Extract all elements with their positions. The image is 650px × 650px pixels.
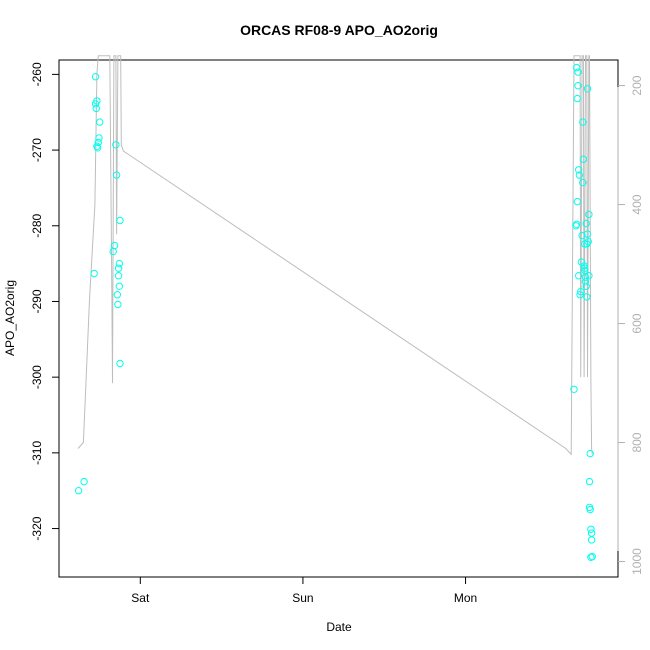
data-point bbox=[579, 178, 587, 187]
y-tick-label: -310 bbox=[30, 441, 44, 465]
data-point bbox=[575, 272, 583, 280]
data-point bbox=[577, 287, 585, 296]
data-point bbox=[93, 97, 101, 105]
series-layer bbox=[74, 55, 596, 561]
data-point bbox=[582, 219, 590, 228]
data-point bbox=[93, 144, 102, 152]
y-tick-label: -290 bbox=[30, 289, 44, 313]
data-point bbox=[110, 241, 119, 250]
data-point bbox=[588, 552, 596, 561]
y2-tick-label: 1000 bbox=[630, 548, 644, 575]
x-tick-label: Sat bbox=[131, 591, 150, 605]
data-point bbox=[584, 238, 592, 246]
data-point bbox=[91, 73, 100, 81]
y-tick-label: -320 bbox=[30, 516, 44, 540]
plot-area bbox=[58, 59, 619, 578]
data-point bbox=[581, 278, 590, 286]
y-axis-label: APO_AO2orig bbox=[3, 280, 17, 356]
data-point bbox=[116, 216, 124, 225]
data-point bbox=[582, 282, 590, 290]
data-point bbox=[112, 171, 121, 179]
data-point bbox=[583, 293, 591, 301]
x-tick-label: Mon bbox=[454, 591, 477, 605]
data-point bbox=[579, 118, 587, 126]
data-point bbox=[575, 171, 584, 179]
data-point bbox=[587, 525, 595, 533]
y2-tick-label: 400 bbox=[630, 194, 644, 214]
x-ticks: Sat Sun Mon bbox=[131, 577, 477, 605]
data-point bbox=[115, 259, 124, 268]
data-point bbox=[115, 282, 124, 290]
data-point bbox=[581, 273, 590, 281]
data-point bbox=[573, 220, 581, 229]
data-point bbox=[114, 300, 122, 309]
y-ticks: -320 -310 -300 -290 -280 -270 -260 bbox=[30, 62, 59, 541]
data-point bbox=[583, 85, 592, 93]
y-tick-label: -270 bbox=[30, 138, 44, 162]
data-point bbox=[578, 231, 586, 240]
data-point bbox=[573, 197, 581, 206]
data-point bbox=[116, 359, 124, 368]
data-point bbox=[586, 449, 594, 458]
y2-tick-label: 800 bbox=[630, 432, 644, 452]
data-point bbox=[587, 536, 596, 544]
data-point bbox=[585, 210, 593, 219]
data-point bbox=[90, 269, 98, 278]
data-point bbox=[574, 68, 582, 76]
data-point bbox=[575, 166, 583, 174]
data-point bbox=[95, 134, 103, 142]
data-point bbox=[583, 240, 591, 248]
data-point bbox=[581, 264, 589, 272]
x-axis-label: Date bbox=[326, 620, 352, 634]
data-point bbox=[92, 104, 101, 113]
data-point bbox=[114, 264, 123, 272]
data-point bbox=[587, 529, 596, 537]
altitude-line bbox=[77, 55, 593, 456]
data-point bbox=[579, 155, 588, 163]
data-point bbox=[113, 291, 122, 299]
data-point bbox=[574, 82, 582, 90]
data-point bbox=[112, 141, 120, 149]
y2-tick-label: 600 bbox=[630, 313, 644, 333]
data-point bbox=[586, 505, 594, 514]
x-tick-label: Sun bbox=[292, 591, 313, 605]
y-tick-label: -260 bbox=[30, 62, 44, 86]
data-point bbox=[573, 63, 581, 72]
data-point bbox=[576, 291, 584, 299]
data-point bbox=[74, 487, 83, 495]
y-tick-label: -300 bbox=[30, 365, 44, 389]
data-point bbox=[585, 272, 593, 280]
data-point bbox=[573, 94, 581, 103]
y2-ticks: 200 400 600 800 1000 bbox=[618, 75, 644, 575]
data-point bbox=[96, 118, 104, 126]
chart-title: ORCAS RF08-9 APO_AO2orig bbox=[240, 22, 438, 38]
data-point bbox=[114, 272, 123, 280]
y-tick-label: -280 bbox=[30, 213, 44, 237]
data-point bbox=[585, 477, 594, 486]
y2-tick-label: 200 bbox=[630, 75, 644, 95]
data-point bbox=[583, 230, 592, 238]
data-point bbox=[570, 385, 578, 393]
data-point bbox=[94, 138, 103, 147]
data-point bbox=[80, 477, 88, 486]
